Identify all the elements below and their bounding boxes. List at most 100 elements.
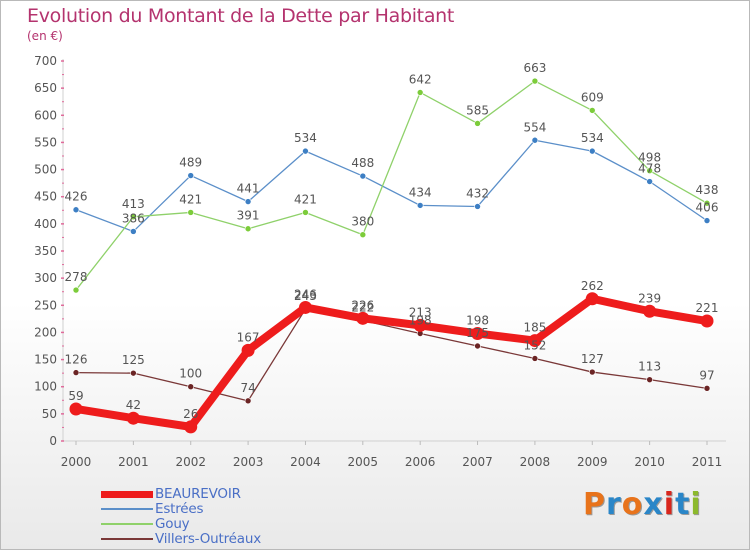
data-label-gouy: 413 [122,197,145,211]
data-label-beaurevoir: 226 [351,298,374,312]
data-point-estrees [588,147,596,155]
chart-title: Evolution du Montant de la Dette par Hab… [27,5,455,27]
data-point-villers-outreaux [703,385,711,392]
point-labels-layer: 426 386 489 441 534 488 434 432 554 534 478 406 278 4… [65,61,719,421]
logo-letter: o [621,487,644,522]
data-point-gouy [474,120,481,127]
data-point-beaurevoir [356,311,370,325]
data-label-gouy: 391 [237,209,260,223]
y-tick-label: 600 [34,108,57,122]
data-point-estrees [474,203,481,210]
y-tick-label: 500 [34,163,57,177]
data-label-villers-outreaux: 198 [409,314,432,328]
data-label-estrees: 554 [523,120,546,134]
data-label-villers-outreaux: 74 [240,381,255,395]
data-label-estrees: 489 [179,156,202,170]
y-tick-label: 300 [34,271,57,285]
x-tick-label: 2010 [634,455,665,469]
data-point-gouy [588,107,596,114]
data-point-gouy [531,77,539,85]
data-label-gouy: 278 [65,270,88,284]
y-tick-label: 50 [42,407,57,421]
data-point-beaurevoir [69,402,83,416]
data-point-gouy [302,209,309,216]
legend-label-beaurevoir: BEAUREVOIR [155,486,241,502]
legend-swatch-villers-outreaux [101,538,153,540]
data-label-villers-outreaux: 125 [122,353,145,367]
logo-letter: r [606,487,622,522]
data-point-beaurevoir [413,318,427,332]
data-label-beaurevoir: 167 [237,330,260,344]
y-tick-label: 650 [34,81,57,95]
data-label-villers-outreaux: 126 [65,353,88,367]
logo-letter: x [643,487,664,522]
y-tick-label: 200 [34,325,57,339]
data-point-gouy [130,213,137,221]
x-tick-label: 2008 [520,455,551,469]
logo-letter: t [675,487,691,522]
data-label-gouy: 663 [523,61,546,75]
data-point-villers-outreaux [588,368,596,376]
legend-swatch-beaurevoir [101,491,153,498]
data-label-estrees: 406 [696,201,719,215]
data-label-estrees: 478 [638,162,661,176]
x-tick-label: 2007 [462,455,493,469]
data-label-gouy: 380 [351,215,374,229]
data-label-gouy: 609 [581,90,604,104]
data-label-beaurevoir: 59 [68,389,83,403]
series-line-gouy [75,80,708,291]
data-point-estrees [130,228,137,235]
legend-label-villers-outreaux: Villers-Outréaux [155,531,261,547]
x-tick-label: 2011 [692,455,723,469]
data-label-beaurevoir: 262 [581,279,604,293]
data-point-estrees [531,136,539,144]
data-point-gouy [416,89,424,96]
data-point-beaurevoir [298,300,312,314]
data-point-villers-outreaux [646,376,653,383]
data-point-villers-outreaux [72,369,80,376]
data-point-gouy [359,231,367,239]
data-label-beaurevoir: 42 [126,398,141,412]
data-point-beaurevoir [471,327,485,341]
logo-letter: P [583,487,606,522]
data-label-gouy: 421 [294,192,317,206]
data-point-beaurevoir [528,334,542,348]
data-label-estrees: 434 [409,185,432,199]
x-tick-label: 2003 [233,455,264,469]
data-point-estrees [302,147,309,155]
y-tick-label: 550 [34,135,57,149]
data-point-beaurevoir [585,292,599,306]
data-label-villers-outreaux: 113 [638,360,661,374]
series-line-beaurevoir [72,294,711,431]
data-label-beaurevoir: 26 [183,407,198,421]
data-label-estrees: 488 [351,156,374,170]
data-label-estrees: 426 [65,190,88,204]
data-label-villers-outreaux: 100 [179,367,202,381]
y-tick-label: 700 [34,54,57,68]
data-point-estrees [359,172,367,180]
data-point-villers-outreaux [130,369,137,377]
logo-letter: i [690,487,702,522]
data-point-beaurevoir [700,314,714,328]
chart-subtitle: (en €) [27,29,63,43]
data-point-gouy [244,225,252,233]
data-point-gouy [703,199,711,207]
data-label-gouy: 585 [466,103,489,117]
series-line-villers-outreaux [75,308,708,402]
data-point-estrees [646,178,653,185]
x-tick-label: 2006 [405,455,436,469]
data-point-estrees [72,206,80,214]
data-label-beaurevoir: 221 [696,301,719,315]
data-point-beaurevoir [643,304,657,318]
data-point-villers-outreaux [531,355,539,362]
data-label-gouy: 421 [179,192,202,206]
data-label-villers-outreaux: 243 [294,289,317,303]
y-tick-label: 150 [34,353,57,367]
data-label-beaurevoir: 198 [466,314,489,328]
data-label-villers-outreaux: 222 [351,300,374,314]
data-label-estrees: 386 [122,211,145,225]
data-label-villers-outreaux: 127 [581,352,604,366]
y-tick-label: 250 [34,298,57,312]
data-label-estrees: 441 [237,182,260,196]
